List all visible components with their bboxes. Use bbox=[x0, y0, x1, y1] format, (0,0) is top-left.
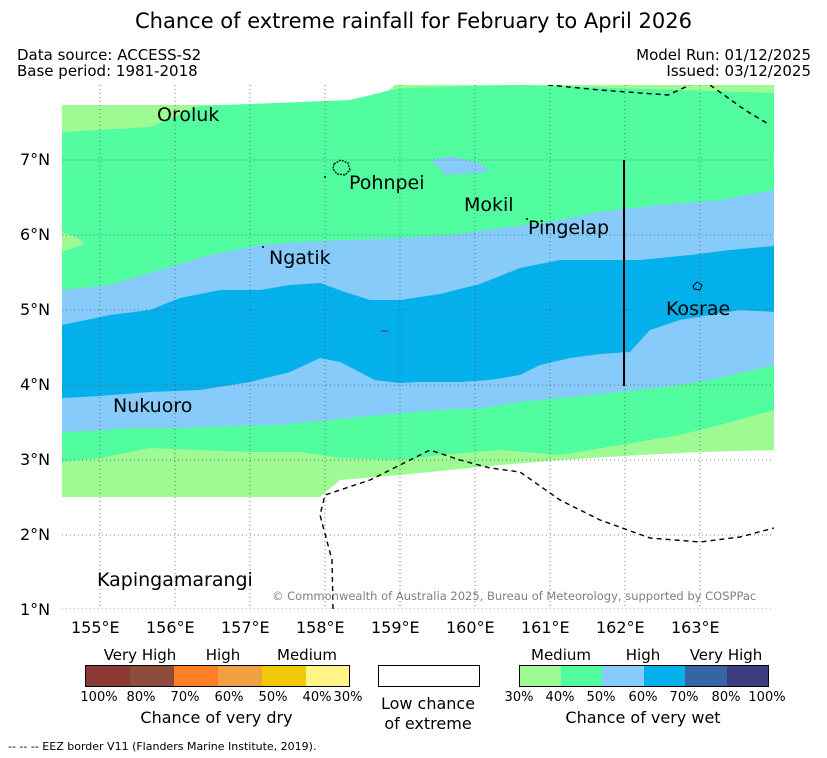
dry-cat-medium: Medium bbox=[277, 646, 337, 664]
dry-colorbar bbox=[85, 665, 350, 687]
lon-tick-155e: 155°E bbox=[71, 618, 120, 637]
wet-tick-80: 80% bbox=[711, 690, 741, 705]
lon-tick-156e: 156°E bbox=[146, 618, 195, 637]
dry-swatch-4 bbox=[218, 666, 262, 686]
lon-tick-163e: 163°E bbox=[671, 618, 720, 637]
model-run: Model Run: 01/12/2025 bbox=[636, 46, 811, 64]
dry-cat-very-high: Very High bbox=[103, 646, 177, 664]
low-chance-swatch bbox=[378, 665, 480, 687]
lat-tick-2n: 2°N bbox=[20, 525, 51, 544]
wet-swatch-3 bbox=[602, 666, 644, 686]
place-nukuoro: Nukuoro bbox=[113, 395, 193, 417]
wet-tick-50: 50% bbox=[586, 690, 616, 705]
lat-tick-3n: 3°N bbox=[20, 450, 51, 469]
lon-tick-159e: 159°E bbox=[371, 618, 420, 637]
wet-colorbar bbox=[519, 665, 769, 687]
wet-swatch-6 bbox=[727, 666, 768, 686]
place-mokil: Mokil bbox=[464, 194, 514, 216]
eez-border bbox=[319, 85, 774, 609]
dry-swatch-2 bbox=[130, 666, 174, 686]
dry-caption: Chance of very dry bbox=[140, 708, 293, 727]
issued-date: Issued: 03/12/2025 bbox=[666, 62, 811, 80]
data-source: Data source: ACCESS-S2 bbox=[17, 46, 202, 64]
wet-swatch-2 bbox=[561, 666, 602, 686]
place-kapingamarangi: Kapingamarangi bbox=[97, 569, 253, 591]
chart-title: Chance of extreme rainfall for February … bbox=[135, 9, 692, 33]
lon-tick-161e: 161°E bbox=[521, 618, 570, 637]
dry-tick-70: 70% bbox=[170, 690, 200, 705]
copyright-notice: © Commonwealth of Australia 2025, Bureau… bbox=[272, 589, 757, 603]
lat-tick-7n: 7°N bbox=[20, 150, 51, 169]
lat-tick-6n: 6°N bbox=[20, 225, 51, 244]
base-period: Base period: 1981-2018 bbox=[17, 62, 198, 80]
low-chance-caption-1: Low chance bbox=[380, 694, 476, 713]
dry-tick-100: 100% bbox=[80, 690, 118, 705]
lon-tick-160e: 160°E bbox=[446, 618, 495, 637]
dry-cat-high: High bbox=[205, 646, 241, 664]
grid-lines bbox=[62, 85, 774, 609]
place-kosrae: Kosrae bbox=[666, 298, 731, 320]
wet-tick-70: 70% bbox=[669, 690, 699, 705]
lat-tick-1n: 1°N bbox=[20, 600, 51, 619]
wet-caption: Chance of very wet bbox=[565, 708, 721, 727]
wet-swatch-4 bbox=[644, 666, 685, 686]
pohnpei-island bbox=[332, 159, 351, 176]
dry-swatch-5 bbox=[262, 666, 306, 686]
dry-swatch-1 bbox=[86, 666, 130, 686]
wet-tick-100: 100% bbox=[748, 690, 786, 705]
eez-footnote: -- -- -- EEZ border V11 (Flanders Marine… bbox=[8, 740, 317, 753]
dry-tick-60: 60% bbox=[214, 690, 244, 705]
dry-swatch-6 bbox=[306, 666, 349, 686]
dry-tick-80: 80% bbox=[126, 690, 156, 705]
low-chance-caption-2: of extreme bbox=[384, 714, 472, 733]
wet-tick-60: 60% bbox=[628, 690, 658, 705]
lon-tick-158e: 158°E bbox=[296, 618, 345, 637]
zone-wet-high-strong bbox=[62, 246, 774, 398]
place-ngatik: Ngatik bbox=[269, 247, 331, 269]
wet-tick-30: 30% bbox=[504, 690, 534, 705]
kosrae-island bbox=[692, 281, 703, 291]
wet-swatch-5 bbox=[685, 666, 727, 686]
place-oroluk: Oroluk bbox=[157, 104, 220, 126]
dry-tick-40: 40% bbox=[302, 690, 332, 705]
wet-tick-40: 40% bbox=[545, 690, 575, 705]
lat-tick-5n: 5°N bbox=[20, 300, 51, 319]
lon-tick-162e: 162°E bbox=[596, 618, 645, 637]
wet-swatch-1 bbox=[520, 666, 561, 686]
place-pingelap: Pingelap bbox=[528, 217, 610, 239]
place-pohnpei: Pohnpei bbox=[349, 172, 425, 194]
dry-tick-50: 50% bbox=[258, 690, 288, 705]
dry-tick-30: 30% bbox=[333, 690, 363, 705]
wet-cat-high: High bbox=[625, 646, 661, 664]
lon-tick-157e: 157°E bbox=[221, 618, 270, 637]
wet-cat-very-high: Very High bbox=[689, 646, 763, 664]
lat-tick-4n: 4°N bbox=[20, 375, 51, 394]
dry-swatch-3 bbox=[174, 666, 218, 686]
wet-cat-medium: Medium bbox=[531, 646, 591, 664]
